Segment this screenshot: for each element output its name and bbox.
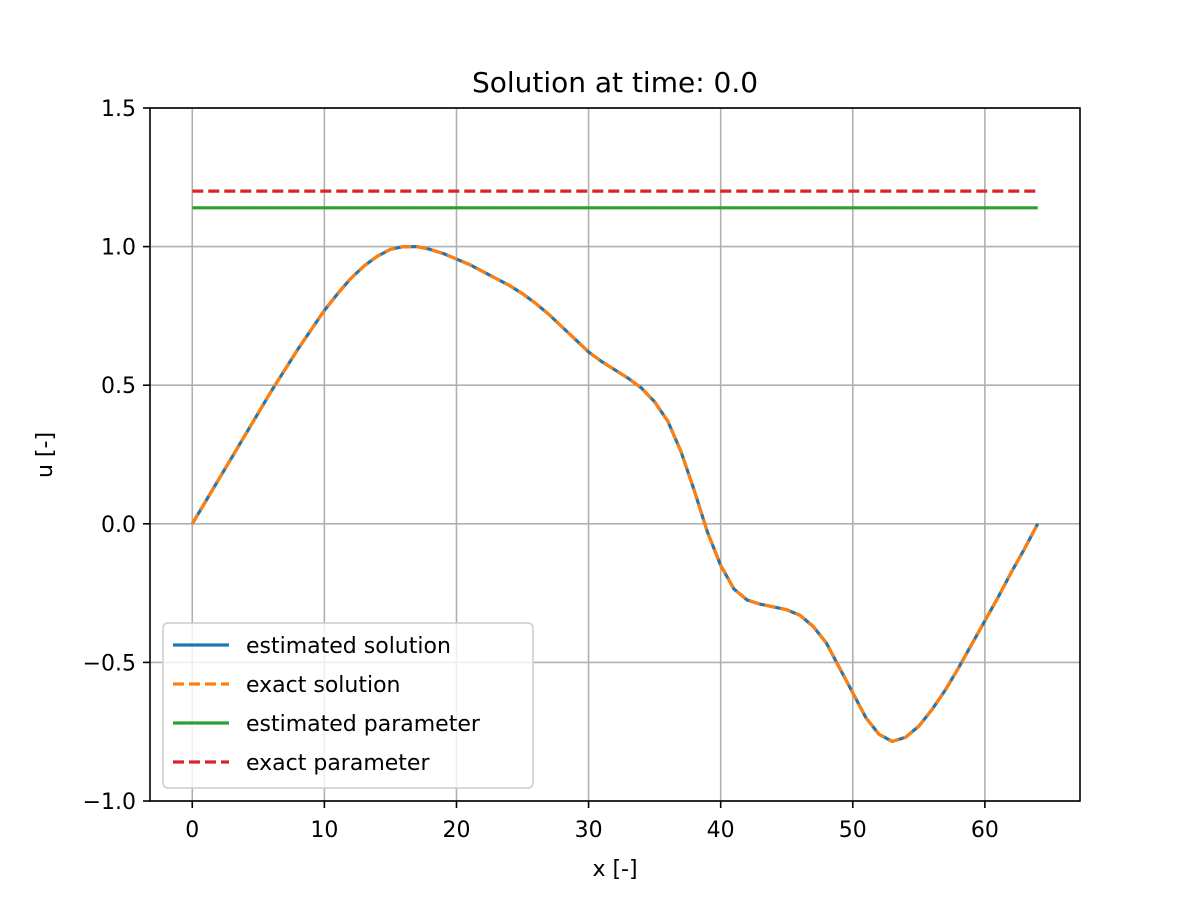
plot-series [190,189,1040,744]
x-tick-label: 10 [310,818,338,843]
y-tick-label: −1.0 [83,790,136,815]
chart-title: Solution at time: 0.0 [472,66,758,99]
legend: estimated solution exact solution estimate… [162,622,534,789]
legend-label: exact solution [246,673,400,698]
y-tick-label: 0.0 [101,513,136,538]
x-tick-label: 40 [707,818,735,843]
y-tick-label: 0.5 [101,374,136,399]
legend-label: estimated solution [246,634,451,659]
x-tick-label: 60 [971,818,999,843]
y-axis-label: u [-] [33,432,58,478]
legend-box [162,622,534,789]
legend-label: estimated parameter [246,712,481,737]
y-tick-label: −0.5 [83,651,136,676]
plot-frame [149,107,1081,802]
y-tick-label: 1.5 [101,97,136,122]
x-tick-label: 20 [442,818,470,843]
x-tick-label: 50 [839,818,867,843]
x-tick-label: 30 [575,818,603,843]
y-tick-label: 1.0 [101,236,136,261]
x-axis-label: x [-] [592,857,637,882]
x-tick-label: 0 [185,818,199,843]
ticks: 0 10 20 30 40 50 60 −1.0 −0.5 0.0 0.5 1.0 1.5 [83,97,999,843]
legend-label: exact parameter [246,751,430,776]
series-line-exact-solution [190,245,1040,744]
